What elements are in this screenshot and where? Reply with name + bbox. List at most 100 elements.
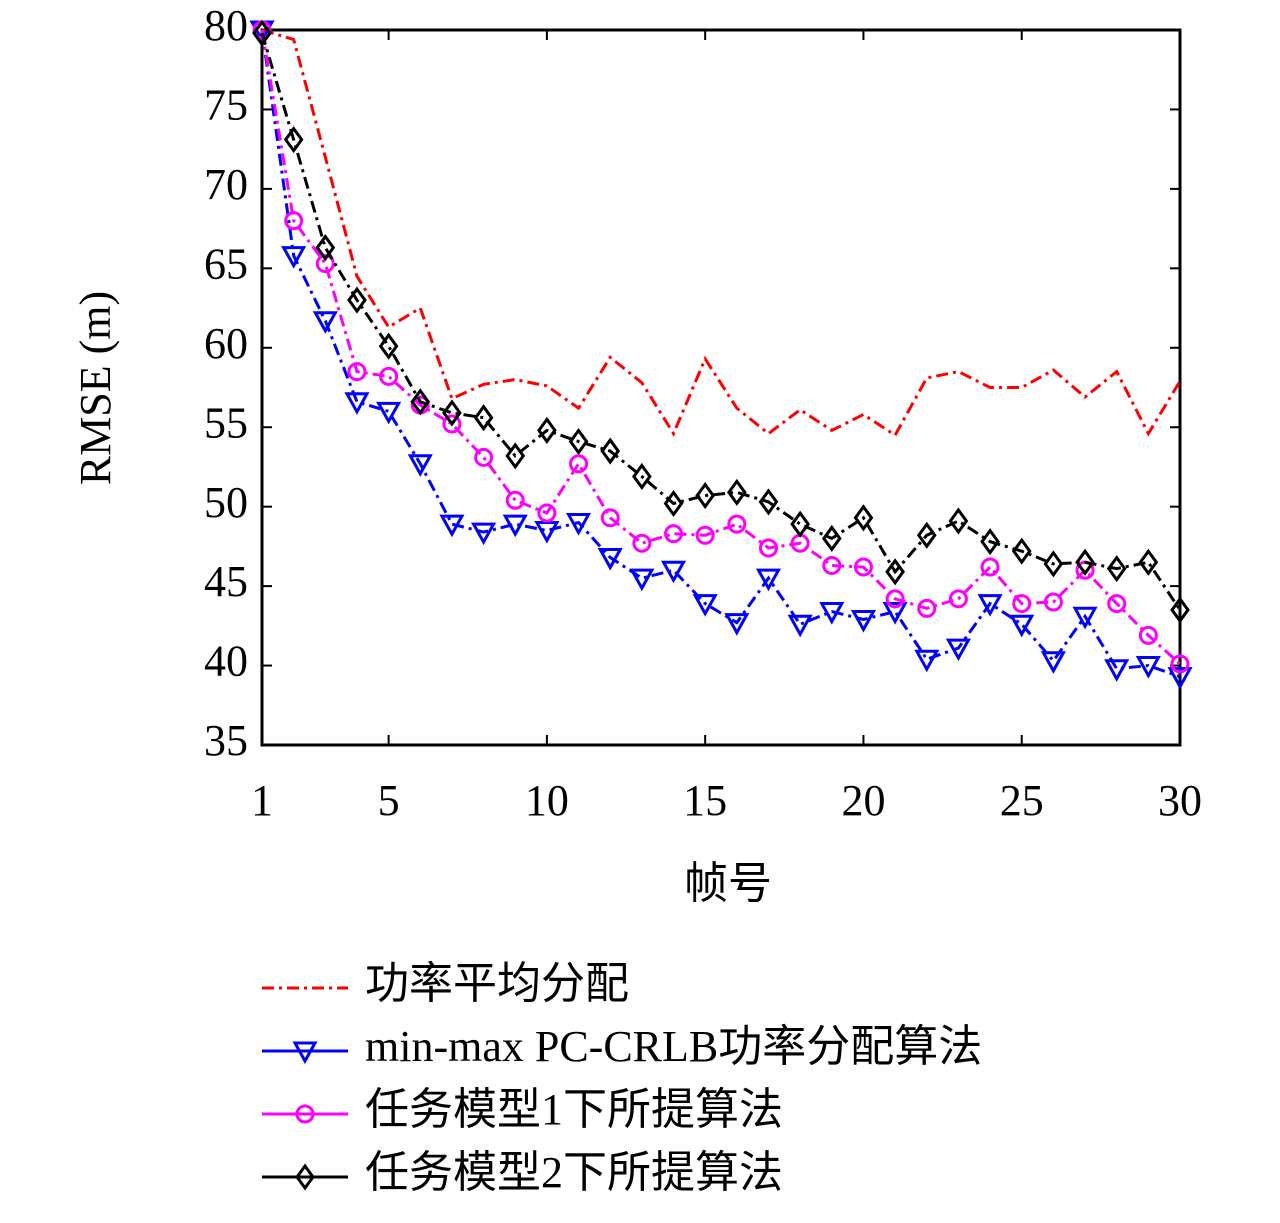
series-line: [260, 29, 1182, 666]
marker: [344, 392, 370, 415]
x-tick-label: 25: [1000, 776, 1044, 825]
y-tick-label: 50: [204, 478, 248, 527]
marker: [1011, 537, 1032, 565]
marker: [284, 211, 304, 231]
marker: [632, 462, 652, 491]
marker: [569, 454, 589, 474]
x-tick-label: 1: [251, 776, 273, 825]
marker: [660, 560, 687, 584]
marker: [410, 388, 431, 416]
marker: [977, 594, 1003, 617]
marker: [885, 558, 905, 586]
marker: [568, 427, 589, 456]
marker: [315, 234, 336, 262]
marker: [252, 19, 272, 47]
x-axis-label: 帧号: [684, 859, 772, 908]
marker: [632, 533, 652, 553]
marker: [758, 488, 779, 516]
marker: [819, 602, 845, 625]
marker: [295, 1163, 315, 1191]
marker: [1107, 594, 1127, 614]
marker: [663, 489, 684, 518]
marker: [755, 568, 782, 592]
y-tick-label: 60: [204, 319, 248, 368]
marker: [537, 503, 557, 523]
marker: [790, 510, 810, 538]
marker: [914, 649, 940, 673]
y-tick-label: 80: [204, 1, 248, 50]
y-tick-label: 35: [204, 716, 248, 765]
marker: [727, 514, 747, 534]
x-tick-label: 20: [841, 776, 885, 825]
marker: [787, 614, 813, 638]
y-tick-label: 75: [204, 81, 248, 130]
marker: [821, 524, 842, 552]
marker: [980, 528, 1000, 556]
marker: [695, 525, 715, 545]
marker: [853, 504, 874, 532]
marker: [885, 589, 905, 609]
marker: [724, 613, 750, 636]
marker: [758, 538, 778, 558]
marker: [292, 1041, 318, 1065]
y-tick-label: 65: [204, 239, 248, 288]
marker: [502, 514, 528, 538]
marker: [1012, 594, 1032, 614]
marker: [378, 332, 399, 360]
marker: [505, 442, 526, 470]
marker: [534, 521, 560, 544]
marker: [853, 557, 873, 577]
legend-label: 任务模型1下所提算法: [365, 1085, 783, 1134]
marker: [439, 514, 465, 538]
marker: [692, 594, 718, 617]
marker: [1170, 596, 1190, 624]
x-tick-label: 15: [683, 776, 727, 825]
y-tick-label: 70: [204, 160, 248, 209]
marker: [850, 609, 876, 633]
marker: [664, 524, 684, 544]
legend-label: min-max PC-CRLB功率分配算法: [365, 1022, 982, 1071]
y-tick-label: 45: [204, 557, 248, 606]
x-tick-label: 30: [1158, 776, 1202, 825]
marker: [882, 602, 908, 625]
marker: [1043, 550, 1064, 578]
marker: [629, 568, 655, 592]
y-tick-label: 40: [204, 637, 248, 686]
plot-frame: [260, 28, 1182, 747]
marker: [980, 557, 1000, 577]
marker: [1138, 625, 1158, 645]
marker: [916, 521, 937, 549]
marker: [295, 1104, 315, 1124]
marker: [1106, 555, 1127, 583]
marker: [471, 522, 497, 546]
marker: [1167, 667, 1193, 690]
marker: [1104, 659, 1130, 682]
marker: [442, 414, 462, 434]
marker: [347, 362, 367, 382]
marker: [1170, 654, 1190, 674]
marker: [695, 481, 716, 510]
marker: [283, 126, 304, 154]
marker: [1075, 548, 1095, 576]
marker: [948, 507, 969, 535]
x-tick-label: 5: [378, 776, 400, 825]
marker: [407, 454, 433, 477]
marker: [473, 404, 494, 432]
y-axis-label: RMSE (m): [71, 291, 120, 485]
marker: [1043, 592, 1063, 612]
marker: [566, 513, 592, 536]
series-line: [261, 28, 1182, 438]
marker: [379, 366, 399, 386]
marker: [505, 490, 525, 510]
marker: [1138, 548, 1159, 576]
marker: [597, 548, 623, 571]
marker: [376, 401, 402, 425]
y-tick-label: 55: [204, 398, 248, 447]
marker: [917, 598, 937, 618]
marker: [442, 399, 462, 427]
marker: [474, 447, 494, 467]
legend-label: 功率平均分配: [365, 959, 629, 1008]
series-line: [260, 32, 1182, 611]
marker: [1072, 606, 1098, 630]
